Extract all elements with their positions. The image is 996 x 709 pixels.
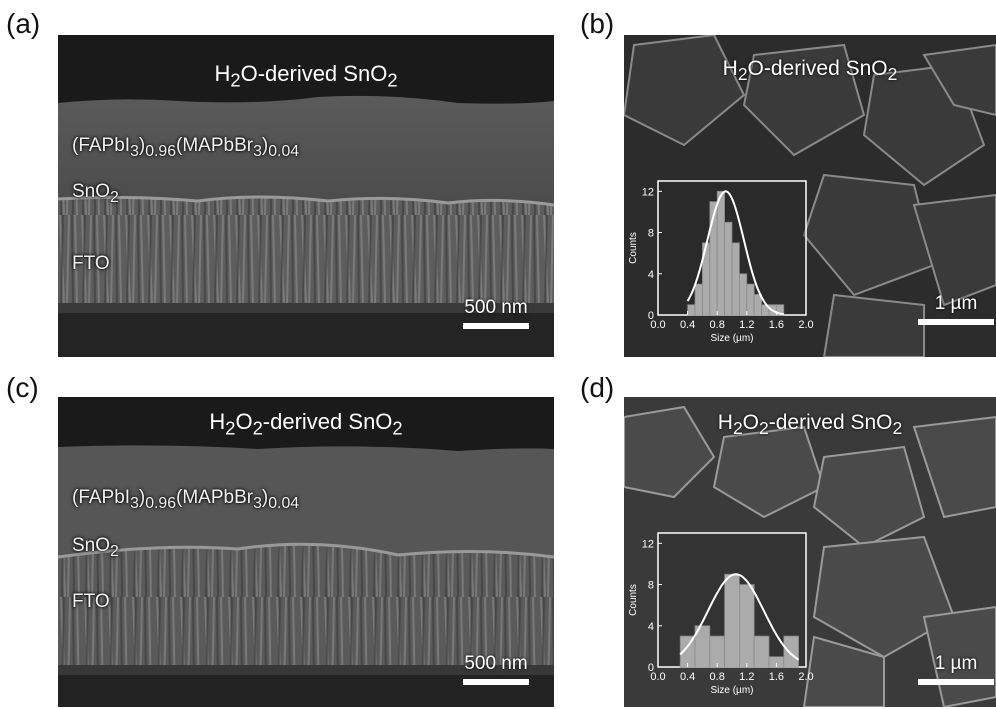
histogram-bar-b [746, 283, 755, 316]
x-tick-label-d: 0.8 [710, 671, 725, 683]
x-tick-label-b: 1.6 [769, 319, 784, 331]
top-view-image-d: H2O2-derived SnO2 0 4 8 12 0.0 0.4 0.8 1.2 1.6 2.… [624, 397, 996, 707]
scale-bar-line-a [463, 323, 529, 329]
scale-bar-b: 1 µm [916, 293, 996, 325]
perovskite-layer-label-c: (FAPbI3)0.96(MAPbBr3)0.04 [72, 487, 300, 512]
scale-bar-c: 500 nm [450, 653, 542, 685]
histogram-bar-b [716, 190, 725, 316]
perovskite-layer-label-a: (FAPbI3)0.96(MAPbBr3)0.04 [72, 135, 300, 160]
gaussian-fit-curve-b [686, 190, 784, 316]
y-tick-label-d: 4 [648, 621, 654, 633]
histogram-bar-d [783, 635, 800, 668]
scale-bar-a: 500 nm [456, 297, 536, 329]
histogram-bar-d [709, 635, 726, 668]
x-tick-label-b: 0.4 [680, 319, 695, 331]
y-tick-label-d: 8 [648, 580, 654, 592]
sno2-layer-label-a: SnO2 [72, 181, 119, 206]
histogram-bar-d [739, 584, 755, 668]
x-tick-label-d: 0.4 [680, 671, 695, 683]
panel-label-a: (a) [6, 8, 41, 39]
y-tick-label-b: 12 [642, 186, 654, 198]
top-view-image-b: H2O-derived SnO2 0 4 8 12 0.0 0.4 0.8 1.2 1.6 2.0… [624, 35, 996, 357]
gaussian-fit-curve-d [679, 573, 800, 661]
scale-bar-label-d: 1 µm [934, 653, 978, 674]
fto-layer-label-c: FTO [72, 591, 110, 612]
top-view-micrograph-b [624, 35, 996, 357]
histogram-bar-b [753, 293, 762, 316]
scale-bar-label-c: 500 nm [464, 653, 528, 674]
histogram-bar-b [687, 304, 696, 316]
panel-label-b: (b) [580, 8, 615, 39]
x-tick-label-d: 2.0 [798, 671, 813, 683]
size-histogram-d: 0 4 8 12 0.0 0.4 0.8 1.2 1.6 2.0 Size (µm) Counts [628, 532, 814, 696]
x-tick-label-b: 0.0 [650, 319, 665, 331]
y-axis-label-b: Counts [628, 232, 639, 264]
histogram-bar-b [731, 242, 740, 316]
cross-section-image-c: H2O2-derived SnO2 (FAPbI3)0.96(MAPbBr3)0… [58, 397, 554, 707]
cross-section-micrograph-a [58, 35, 554, 357]
panel-title-d: H2O2-derived SnO2 [717, 411, 903, 439]
histogram-bar-b [775, 304, 785, 316]
size-histogram-b: 0 4 8 12 0.0 0.4 0.8 1.2 1.6 2.0 Size (µm) Counts [628, 180, 814, 344]
histogram-bar-b [724, 221, 733, 316]
y-tick-label-d: 0 [648, 662, 654, 674]
x-axis-label-b: Size (µm) [711, 333, 754, 344]
x-tick-label-d: 1.6 [769, 671, 784, 683]
x-tick-label-d: 1.2 [739, 671, 754, 683]
y-tick-label-b: 0 [648, 310, 654, 322]
x-tick-label-d: 0.0 [650, 671, 665, 683]
panel-label-d: (d) [580, 372, 615, 403]
histogram-bar-d [724, 573, 740, 668]
x-tick-label-b: 0.8 [710, 319, 725, 331]
histogram-bar-b [739, 273, 748, 316]
scale-bar-line-d [918, 679, 994, 685]
y-axis-label-d: Counts [628, 584, 639, 616]
cross-section-micrograph-c [58, 397, 554, 707]
x-axis-label-d: Size (µm) [711, 685, 754, 696]
scale-bar-label-a: 500 nm [464, 297, 528, 318]
panel-title-c: H2O2-derived SnO2 [209, 409, 403, 439]
x-tick-label-b: 2.0 [798, 319, 813, 331]
panel-label-c: (c) [6, 372, 39, 403]
y-tick-label-b: 8 [648, 228, 654, 240]
x-tick-label-b: 1.2 [739, 319, 754, 331]
scale-bar-line-b [918, 319, 994, 325]
y-tick-label-b: 4 [648, 269, 654, 281]
fto-layer-label-a: FTO [72, 253, 110, 274]
panel-title-a: H2O-derived SnO2 [214, 61, 398, 91]
cross-section-image-a: H2O-derived SnO2 (FAPbI3)0.96(MAPbBr3)0.… [58, 35, 554, 357]
panel-title-b: H2O-derived SnO2 [722, 57, 898, 85]
y-tick-label-d: 12 [642, 538, 654, 550]
scale-bar-d: 1 µm [916, 653, 996, 685]
scale-bar-label-b: 1 µm [934, 293, 978, 314]
scale-bar-line-c [463, 679, 529, 685]
sno2-layer-label-c: SnO2 [72, 535, 119, 560]
histogram-bar-d [753, 635, 770, 668]
histogram-bar-b [694, 283, 703, 316]
